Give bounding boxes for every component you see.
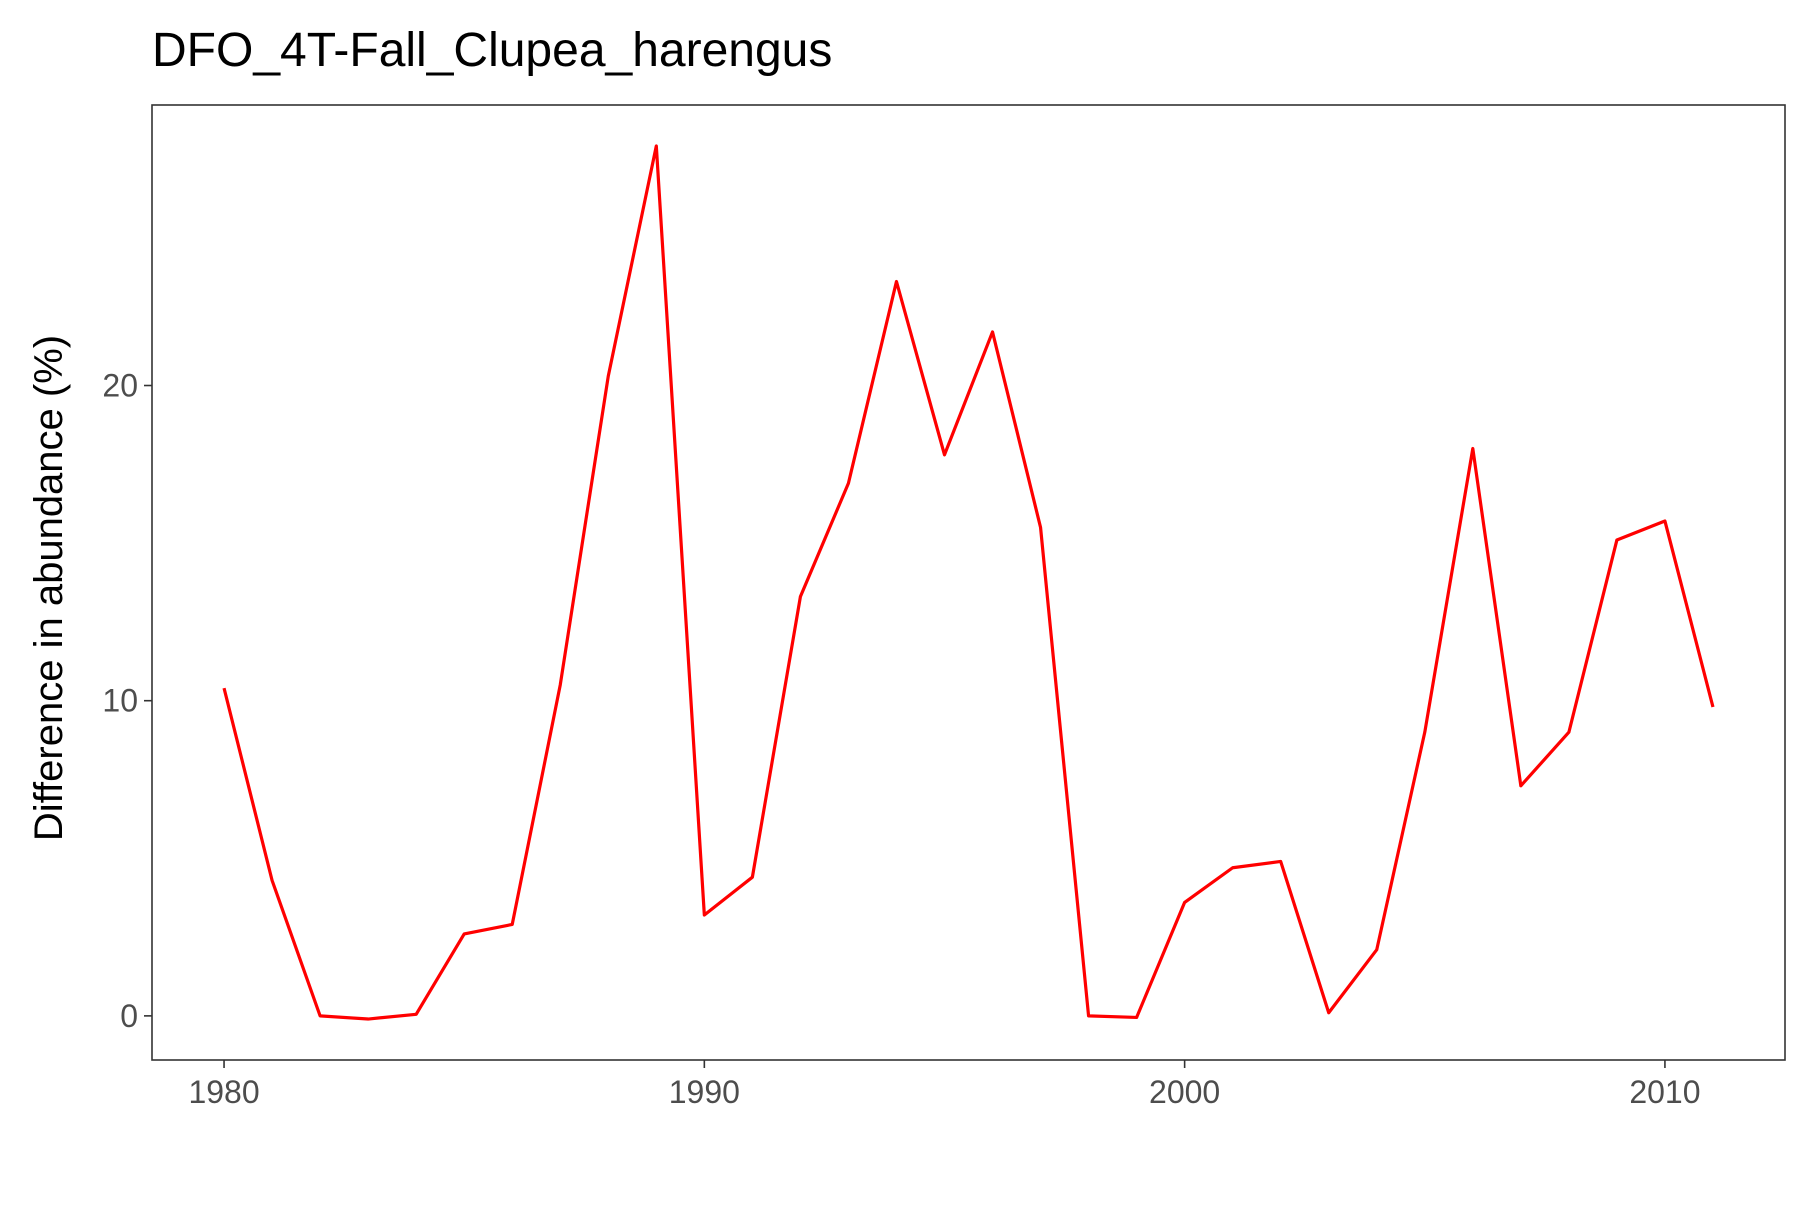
x-tick-label-1990: 1990 [669,1074,740,1110]
x-tick-label-1980: 1980 [188,1074,259,1110]
y-tick-label-10: 10 [102,683,138,719]
chart-title: DFO_4T-Fall_Clupea_harengus [152,24,832,77]
x-tick-label-2010: 2010 [1629,1074,1700,1110]
y-tick-label-0: 0 [120,998,138,1034]
panel-border [151,104,1786,1061]
y-axis-title: Difference in abundance (%) [27,335,71,841]
x-tick-label-2000: 2000 [1149,1074,1220,1110]
plot-area: 1980 1990 2000 2010 0 10 20 [102,104,1786,1110]
series-line-1 [222,144,1715,1021]
y-tick-label-20: 20 [102,368,138,404]
